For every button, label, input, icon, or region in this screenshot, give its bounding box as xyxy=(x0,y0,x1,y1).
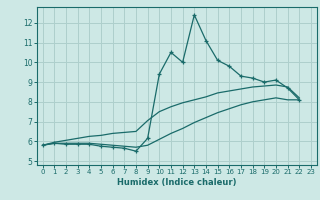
X-axis label: Humidex (Indice chaleur): Humidex (Indice chaleur) xyxy=(117,178,236,187)
